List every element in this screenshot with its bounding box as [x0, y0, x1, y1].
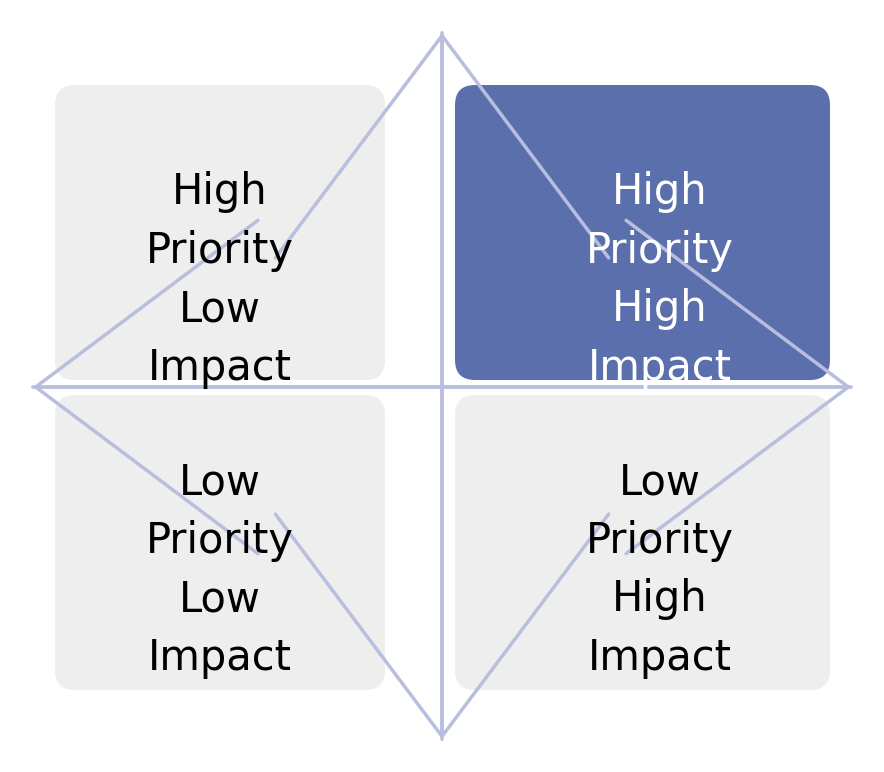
Text: High
Priority
High
Impact: High Priority High Impact: [586, 171, 734, 389]
Text: High
Priority
Low
Impact: High Priority Low Impact: [146, 171, 294, 389]
FancyBboxPatch shape: [455, 395, 830, 690]
FancyBboxPatch shape: [55, 85, 385, 380]
Text: Low
Priority
Low
Impact: Low Priority Low Impact: [146, 461, 294, 679]
FancyBboxPatch shape: [455, 85, 830, 380]
FancyBboxPatch shape: [55, 395, 385, 690]
Text: Low
Priority
High
Impact: Low Priority High Impact: [586, 461, 734, 679]
